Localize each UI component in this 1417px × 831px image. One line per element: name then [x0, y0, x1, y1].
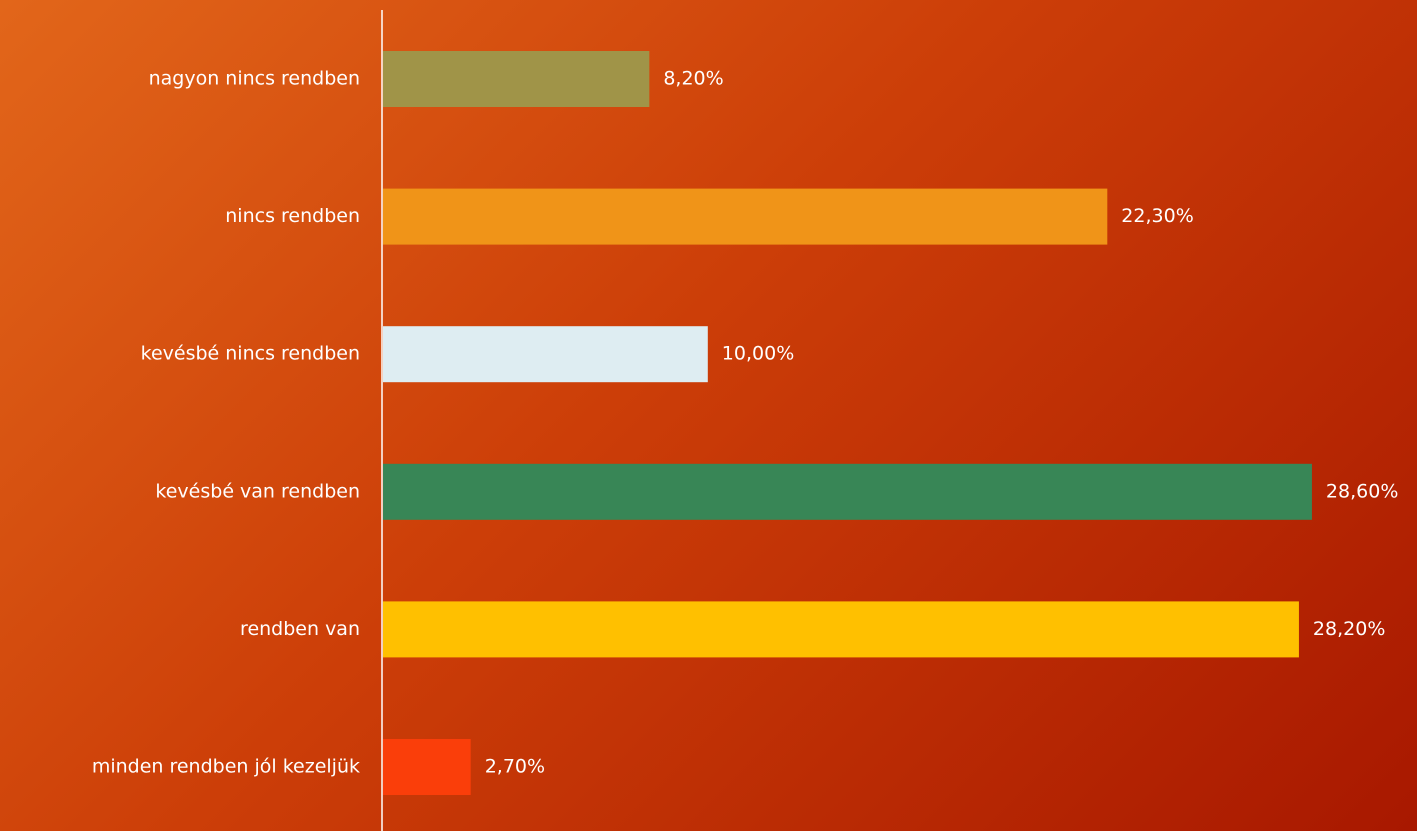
category-label: kevésbé nincs rendben	[141, 343, 360, 365]
bar	[383, 463, 1312, 520]
value-label: 10,00%	[722, 343, 794, 365]
bar	[383, 51, 650, 107]
bar	[383, 188, 1108, 245]
category-label: kevésbé van rendben	[155, 480, 360, 502]
bar	[383, 326, 708, 383]
value-label: 28,20%	[1313, 618, 1385, 640]
value-label: 22,30%	[1121, 205, 1193, 227]
category-label: nincs rendben	[225, 205, 360, 227]
category-label: nagyon nincs rendben	[149, 68, 360, 90]
value-label: 8,20%	[663, 68, 723, 90]
value-label: 28,60%	[1326, 480, 1398, 502]
category-label: rendben van	[240, 618, 360, 640]
value-label: 2,70%	[485, 756, 545, 778]
bar	[383, 739, 471, 795]
bar	[383, 601, 1299, 658]
category-label: minden rendben jól kezeljük	[92, 756, 360, 778]
